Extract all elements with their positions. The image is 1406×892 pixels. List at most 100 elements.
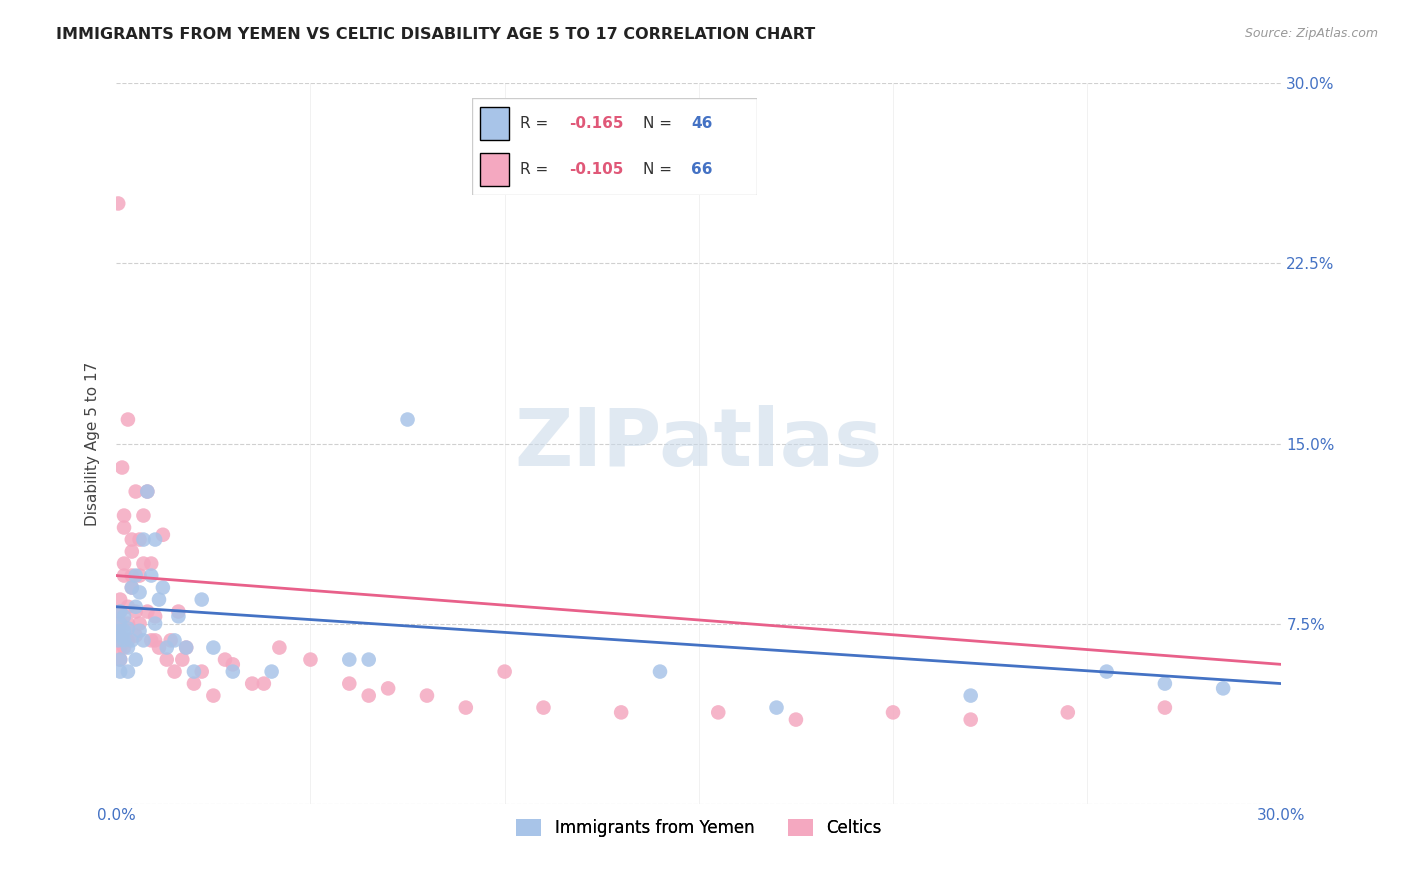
Point bbox=[121, 533, 143, 547]
Point bbox=[269, 640, 291, 655]
Point bbox=[125, 599, 148, 614]
Point bbox=[357, 689, 380, 703]
Point bbox=[112, 557, 135, 571]
Point bbox=[108, 605, 131, 619]
Point bbox=[121, 568, 143, 582]
Point bbox=[117, 616, 139, 631]
Point bbox=[108, 629, 131, 643]
Point bbox=[117, 599, 139, 614]
Text: ZIPatlas: ZIPatlas bbox=[515, 405, 883, 483]
Point bbox=[108, 652, 131, 666]
Text: IMMIGRANTS FROM YEMEN VS CELTIC DISABILITY AGE 5 TO 17 CORRELATION CHART: IMMIGRANTS FROM YEMEN VS CELTIC DISABILI… bbox=[56, 27, 815, 42]
Point bbox=[172, 652, 194, 666]
Point bbox=[132, 533, 155, 547]
Point bbox=[136, 484, 159, 499]
Point bbox=[132, 633, 155, 648]
Point bbox=[202, 640, 225, 655]
Point bbox=[494, 665, 516, 679]
Point bbox=[260, 665, 283, 679]
Point bbox=[108, 616, 131, 631]
Point bbox=[108, 616, 131, 631]
Point bbox=[125, 605, 148, 619]
Point bbox=[117, 633, 139, 648]
Point bbox=[143, 609, 166, 624]
Point bbox=[396, 412, 419, 426]
Point bbox=[152, 527, 174, 541]
Point bbox=[112, 520, 135, 534]
Point bbox=[253, 676, 276, 690]
Point bbox=[299, 652, 322, 666]
Point bbox=[143, 633, 166, 648]
Point bbox=[222, 657, 245, 672]
Point bbox=[143, 616, 166, 631]
Point bbox=[765, 700, 787, 714]
Point bbox=[112, 508, 135, 523]
Point bbox=[148, 640, 170, 655]
Point bbox=[167, 605, 190, 619]
Point bbox=[648, 665, 671, 679]
Point bbox=[337, 676, 360, 690]
Point bbox=[112, 633, 135, 648]
Point bbox=[121, 581, 143, 595]
Point bbox=[128, 616, 150, 631]
Point bbox=[1154, 676, 1177, 690]
Point bbox=[125, 568, 148, 582]
Point bbox=[111, 460, 134, 475]
Point bbox=[132, 557, 155, 571]
Point bbox=[174, 640, 197, 655]
Point bbox=[337, 652, 360, 666]
Point bbox=[240, 676, 263, 690]
Point bbox=[112, 640, 135, 655]
Point bbox=[125, 484, 148, 499]
Point bbox=[143, 533, 166, 547]
Text: Source: ZipAtlas.com: Source: ZipAtlas.com bbox=[1244, 27, 1378, 40]
Point bbox=[1212, 681, 1234, 696]
Point bbox=[108, 605, 131, 619]
Point bbox=[190, 665, 212, 679]
Point bbox=[377, 681, 399, 696]
Point bbox=[125, 629, 148, 643]
Point bbox=[882, 706, 904, 720]
Point bbox=[108, 592, 131, 607]
Point bbox=[707, 706, 730, 720]
Point bbox=[959, 689, 981, 703]
Point bbox=[1154, 700, 1177, 714]
Point bbox=[121, 544, 143, 558]
Point bbox=[533, 700, 555, 714]
Point bbox=[108, 640, 131, 655]
Point bbox=[610, 706, 633, 720]
Point bbox=[159, 633, 181, 648]
Point bbox=[152, 581, 174, 595]
Point bbox=[107, 633, 129, 648]
Point bbox=[141, 633, 163, 648]
Point bbox=[128, 568, 150, 582]
Y-axis label: Disability Age 5 to 17: Disability Age 5 to 17 bbox=[86, 361, 100, 525]
Point bbox=[1095, 665, 1118, 679]
Point bbox=[148, 592, 170, 607]
Point bbox=[108, 652, 131, 666]
Point bbox=[174, 640, 197, 655]
Point bbox=[1056, 706, 1078, 720]
Point bbox=[167, 609, 190, 624]
Legend: Immigrants from Yemen, Celtics: Immigrants from Yemen, Celtics bbox=[508, 811, 890, 846]
Point bbox=[125, 652, 148, 666]
Point bbox=[128, 624, 150, 638]
Point bbox=[108, 624, 131, 638]
Point bbox=[190, 592, 212, 607]
Point bbox=[117, 665, 139, 679]
Point bbox=[111, 629, 134, 643]
Point bbox=[454, 700, 477, 714]
Point bbox=[141, 568, 163, 582]
Point bbox=[136, 605, 159, 619]
Point bbox=[108, 665, 131, 679]
Point bbox=[112, 609, 135, 624]
Point bbox=[117, 621, 139, 635]
Point bbox=[136, 484, 159, 499]
Point bbox=[112, 624, 135, 638]
Point bbox=[202, 689, 225, 703]
Point bbox=[785, 713, 807, 727]
Point bbox=[416, 689, 439, 703]
Point bbox=[163, 633, 186, 648]
Point bbox=[107, 196, 129, 211]
Point bbox=[112, 568, 135, 582]
